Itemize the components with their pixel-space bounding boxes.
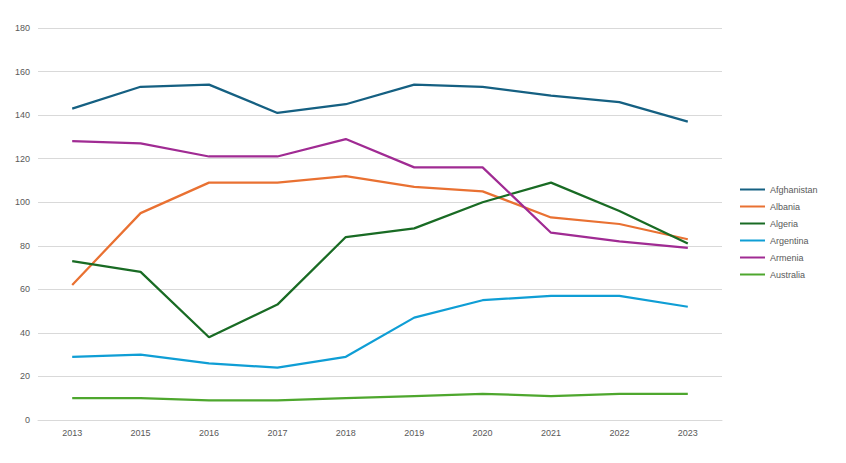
svg-text:140: 140 bbox=[15, 110, 30, 120]
svg-text:80: 80 bbox=[20, 241, 30, 251]
svg-text:160: 160 bbox=[15, 67, 30, 77]
svg-text:20: 20 bbox=[20, 371, 30, 381]
svg-text:2018: 2018 bbox=[336, 428, 356, 438]
svg-text:40: 40 bbox=[20, 328, 30, 338]
svg-text:Argentina: Argentina bbox=[770, 236, 809, 246]
svg-text:60: 60 bbox=[20, 284, 30, 294]
svg-text:2016: 2016 bbox=[199, 428, 219, 438]
svg-text:2021: 2021 bbox=[541, 428, 561, 438]
svg-text:Australia: Australia bbox=[770, 270, 805, 280]
svg-text:100: 100 bbox=[15, 197, 30, 207]
svg-text:Afghanistan: Afghanistan bbox=[770, 185, 818, 195]
svg-text:2017: 2017 bbox=[267, 428, 287, 438]
svg-text:180: 180 bbox=[15, 23, 30, 33]
svg-text:2013: 2013 bbox=[62, 428, 82, 438]
svg-text:2020: 2020 bbox=[473, 428, 493, 438]
svg-text:2015: 2015 bbox=[131, 428, 151, 438]
svg-text:Albania: Albania bbox=[770, 202, 800, 212]
svg-text:0: 0 bbox=[25, 415, 30, 425]
svg-text:2019: 2019 bbox=[404, 428, 424, 438]
svg-text:2023: 2023 bbox=[678, 428, 698, 438]
svg-text:2022: 2022 bbox=[609, 428, 629, 438]
svg-text:Armenia: Armenia bbox=[770, 253, 804, 263]
svg-text:Algeria: Algeria bbox=[770, 219, 798, 229]
svg-text:120: 120 bbox=[15, 154, 30, 164]
